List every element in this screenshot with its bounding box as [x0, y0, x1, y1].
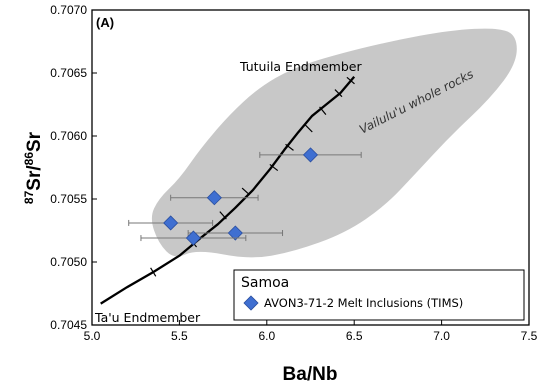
data-point-1 [206, 190, 222, 206]
curve-tick-7 [319, 106, 327, 116]
data-point-2 [163, 215, 179, 231]
curve-tick-8 [334, 89, 343, 98]
y-tick-label-2: 0.7055 [50, 192, 87, 206]
y-axis-title-main1: Sr/ [24, 165, 45, 191]
curve-tick-9 [346, 76, 355, 85]
y-axis-title-sup2: 86 [22, 152, 36, 166]
legend-title: Samoa [241, 275, 289, 291]
y-axis-title-sup1: 87 [22, 190, 36, 204]
plot-frame [91, 9, 530, 326]
legend-marker [243, 295, 259, 311]
x-tick-label-5: 7.5 [521, 329, 538, 343]
axis-layer: 5.0 5.5 6.0 6.5 7.0 7.5 0.7045 0.7050 0.7055 0.70… [50, 3, 537, 343]
curve-tick-5 [285, 143, 294, 151]
data-point-4 [185, 230, 201, 246]
x-tick-label-3: 6.5 [346, 329, 363, 343]
y-tick-label-5: 0.7070 [50, 3, 87, 17]
curve-tick-0 [150, 267, 157, 277]
y-axis-title-main2: Sr [24, 131, 45, 152]
y-tick-label-3: 0.7060 [50, 129, 87, 143]
x-axis-title: Ba/Nb [283, 364, 338, 384]
x-tick-label-2: 6.0 [258, 329, 275, 343]
x-tick-label-0: 5.0 [84, 329, 101, 343]
curve-tick-4 [269, 163, 279, 172]
mixing-curve [100, 76, 356, 305]
curve-tick-2 [219, 211, 227, 220]
y-tick-label-1: 0.7050 [50, 255, 87, 269]
panel-label: (A) [96, 15, 114, 30]
y-tick-label-0: 0.7045 [50, 318, 87, 332]
y-axis-title: 87Sr/86Sr [22, 131, 45, 204]
legend-box [233, 269, 525, 321]
legend: Samoa AVON3-71-2 Melt Inclusions (TIMS) [233, 269, 525, 321]
curve-layer [100, 76, 356, 305]
legend-entry-label: AVON3-71-2 Melt Inclusions (TIMS) [264, 296, 463, 310]
points-layer [128, 147, 362, 246]
curve-tick-3 [241, 187, 250, 196]
tau-endmember-label: Ta'u Endmember [94, 310, 201, 325]
x-tick-label-4: 7.0 [433, 329, 450, 343]
y-tick-label-4: 0.7065 [50, 66, 87, 80]
x-tick-label-1: 5.5 [171, 329, 188, 343]
data-point-0 [302, 147, 319, 163]
tutuila-endmember-label: Tutuila Endmember [239, 59, 362, 74]
data-point-3 [227, 225, 243, 241]
curve-tick-6 [304, 124, 313, 133]
